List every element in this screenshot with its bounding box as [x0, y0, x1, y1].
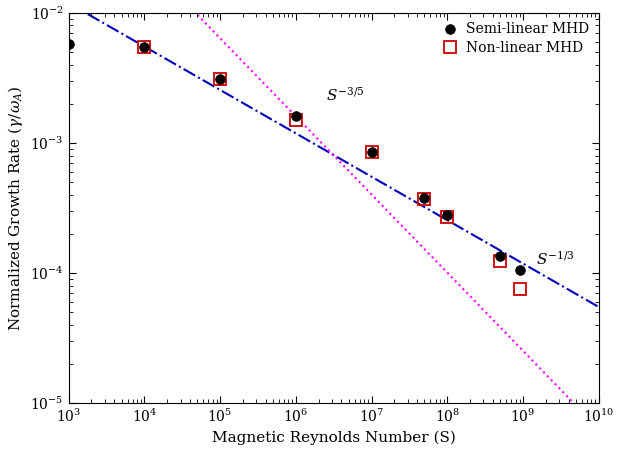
Non-linear MHD	[141, 44, 148, 49]
Non-linear MHD	[216, 76, 224, 82]
Line: Semi-linear MHD: Semi-linear MHD	[64, 39, 525, 275]
Non-linear MHD	[516, 287, 523, 292]
Semi-linear MHD	[292, 114, 299, 119]
Non-linear MHD	[368, 149, 375, 155]
Semi-linear MHD	[443, 212, 451, 218]
Non-linear MHD	[292, 117, 299, 123]
Non-linear MHD	[443, 214, 451, 220]
Semi-linear MHD	[368, 149, 375, 155]
Legend: Semi-linear MHD, Non-linear MHD: Semi-linear MHD, Non-linear MHD	[436, 20, 591, 57]
Y-axis label: Normalized Growth Rate ($\gamma/\omega_A$): Normalized Growth Rate ($\gamma/\omega_A…	[6, 85, 25, 331]
Semi-linear MHD	[516, 267, 523, 273]
Semi-linear MHD	[65, 41, 73, 46]
Semi-linear MHD	[141, 44, 148, 49]
Non-linear MHD	[497, 258, 504, 263]
Non-linear MHD	[421, 197, 428, 202]
Semi-linear MHD	[421, 195, 428, 200]
Semi-linear MHD	[497, 253, 504, 259]
Semi-linear MHD	[216, 76, 224, 82]
Line: Non-linear MHD: Non-linear MHD	[139, 41, 525, 295]
Text: $S^{-1/3}$: $S^{-1/3}$	[536, 250, 575, 268]
Text: $S^{-3/5}$: $S^{-3/5}$	[326, 86, 365, 104]
X-axis label: Magnetic Reynolds Number (S): Magnetic Reynolds Number (S)	[212, 431, 456, 446]
